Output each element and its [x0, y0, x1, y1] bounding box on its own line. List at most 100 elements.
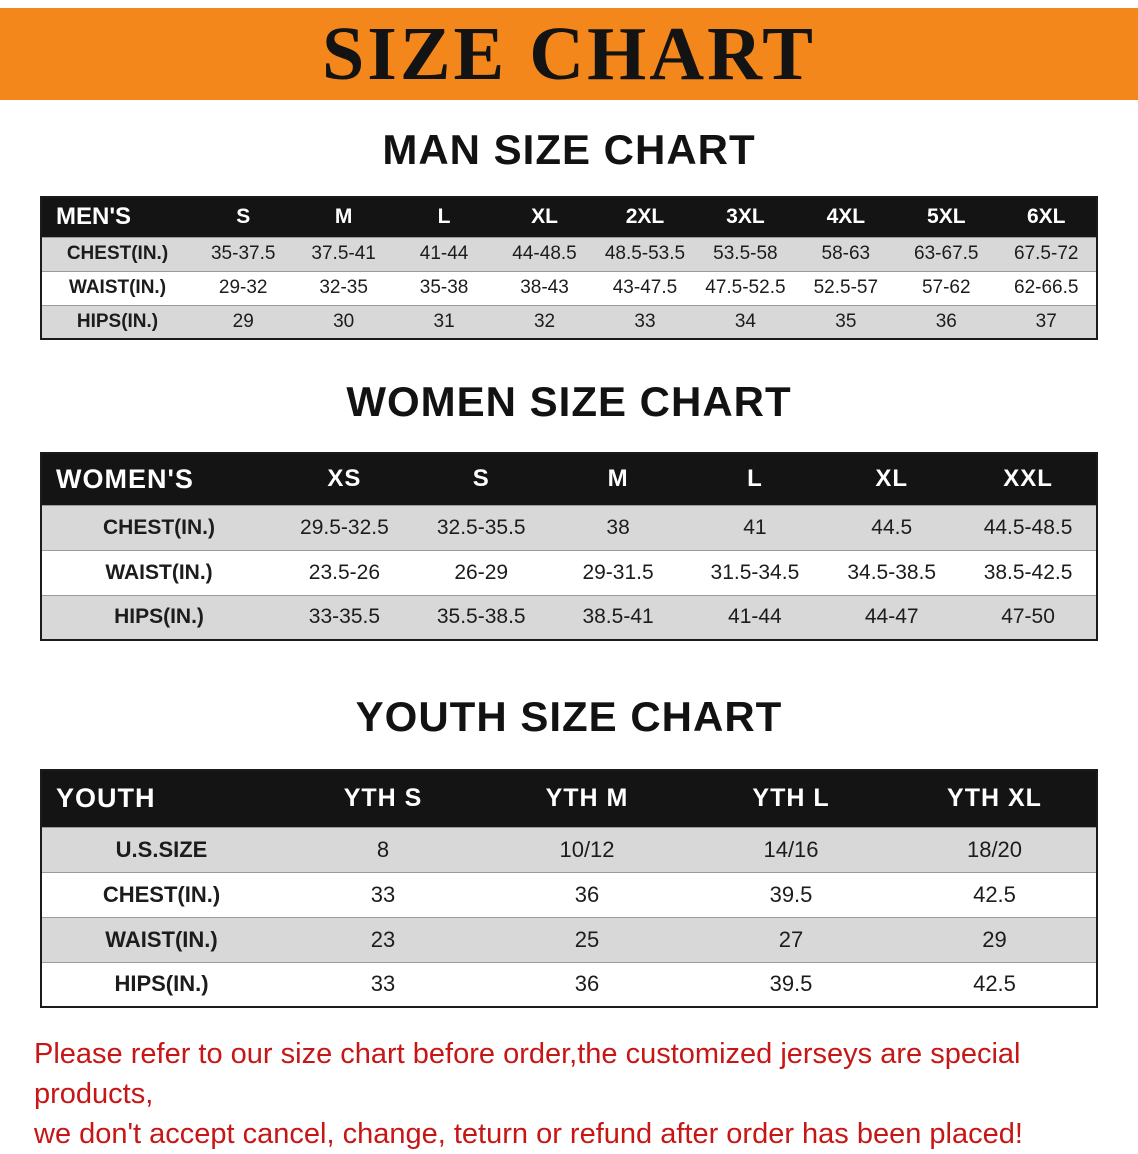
women-size-section: WOMEN SIZE CHART WOMEN'S XS S M L XL XXL CHEST(…	[0, 378, 1138, 641]
value-cell: 42.5	[973, 971, 1016, 997]
value-cell: 63-67.5	[914, 243, 979, 264]
size-header-cell: M	[549, 453, 687, 505]
value-cell: 48.5-53.5	[604, 243, 686, 264]
size-header-cell: 4XL	[795, 197, 897, 237]
size-header-cell: L	[686, 453, 824, 505]
footer-note: Please refer to our size chart before or…	[0, 1034, 1138, 1154]
size-header-cell: S	[193, 197, 294, 237]
value-cell: 33	[370, 881, 396, 907]
size-header-cell: XXL	[960, 453, 1097, 505]
value-cell: 38.5-41	[582, 605, 654, 629]
size-header-cell: XL	[823, 453, 961, 505]
value-cell: 43-47.5	[612, 277, 678, 298]
value-cell: 39.5	[769, 881, 813, 907]
table-row: CHEST(IN.) 29.5-32.5 32.5-35.5 38 41 44.5 44.5…	[41, 505, 1097, 550]
table-row: WAIST(IN.) 23.5-26 26-29 29-31.5 31.5-34.5 34…	[41, 550, 1097, 595]
row-label-cell: CHEST(IN.)	[103, 515, 215, 539]
value-cell: 14/16	[763, 836, 819, 862]
youth-size-section: YOUTH SIZE CHART YOUTH YTH S YTH M YTH L YTH…	[0, 693, 1138, 1008]
footer-line-2: we don't accept cancel, change, teturn o…	[34, 1118, 1023, 1150]
man-size-table: MEN'S S M L XL 2XL 3XL 4XL 5XL 6XL CHEST(IN.) 35-37…	[40, 196, 1098, 340]
value-cell: 33-35.5	[308, 605, 381, 629]
table-header-row: WOMEN'S XS S M L XL XXL	[41, 453, 1097, 505]
size-header-cell: M	[293, 197, 394, 237]
size-header-cell: 3XL	[695, 197, 796, 237]
table-title-cell: WOMEN'S	[41, 453, 276, 505]
value-cell: 36	[574, 971, 600, 997]
table-row: HIPS(IN.) 29 30 31 32 33 34 35 36 37	[41, 305, 1097, 339]
value-cell: 38	[606, 515, 630, 539]
man-section-heading: MAN SIZE CHART	[382, 126, 756, 173]
value-cell: 18/20	[966, 836, 1023, 862]
size-header-cell: S	[412, 453, 550, 505]
size-header-cell: 5XL	[896, 197, 997, 237]
value-cell: 32	[533, 310, 556, 332]
banner: SIZE CHART	[0, 8, 1138, 100]
value-cell: 10/12	[559, 836, 615, 862]
size-chart-page: SIZE CHART MAN SIZE CHART MEN'S S M L XL 2XL 3…	[0, 8, 1138, 1150]
value-cell: 32-35	[319, 277, 368, 298]
table-row: WAIST(IN.) 23 25 27 29	[41, 917, 1097, 962]
size-header-cell: YTH L	[689, 770, 893, 827]
value-cell: 37.5-41	[311, 243, 376, 264]
value-cell: 34	[734, 310, 756, 332]
value-cell: 62-66.5	[1014, 277, 1079, 298]
value-cell: 35	[835, 310, 857, 332]
value-cell: 47-50	[1001, 605, 1055, 629]
value-cell: 31.5-34.5	[710, 560, 800, 584]
value-cell: 52.5-57	[813, 277, 879, 298]
table-row: HIPS(IN.) 33-35.5 35.5-38.5 38.5-41 41-44 44-…	[41, 595, 1097, 640]
value-cell: 39.5	[769, 971, 813, 997]
row-label-cell: WAIST(IN.)	[68, 277, 167, 298]
row-label-cell: HIPS(IN.)	[76, 310, 159, 332]
value-cell: 32.5-35.5	[436, 515, 526, 539]
page-title: SIZE CHART	[321, 12, 816, 96]
size-header-cell: YTH M	[485, 770, 689, 827]
size-header-cell: L	[393, 197, 495, 237]
row-label-cell: U.S.SIZE	[115, 836, 208, 862]
table-title-cell: MEN'S	[41, 197, 193, 237]
women-size-table: WOMEN'S XS S M L XL XXL CHEST(IN.) 29.5-32.5 32.5…	[40, 452, 1098, 641]
value-cell: 33	[370, 971, 396, 997]
value-cell: 38.5-42.5	[983, 560, 1073, 584]
value-cell: 35.5-38.5	[436, 605, 526, 629]
size-header-cell: 6XL	[996, 197, 1097, 237]
row-label-cell: CHEST(IN.)	[66, 243, 169, 264]
value-cell: 29.5-32.5	[300, 515, 389, 539]
row-label-cell: WAIST(IN.)	[105, 926, 218, 952]
size-header-cell: XS	[276, 453, 413, 505]
value-cell: 44.5	[871, 515, 913, 539]
row-label-cell: HIPS(IN.)	[114, 605, 204, 629]
value-cell: 41-44	[419, 243, 469, 264]
size-header-cell: YTH XL	[893, 770, 1097, 827]
value-cell: 47.5-52.5	[705, 277, 786, 298]
value-cell: 58-63	[821, 243, 871, 264]
size-header-cell: YTH S	[281, 770, 485, 827]
value-cell: 29	[232, 310, 254, 332]
value-cell: 23	[370, 926, 396, 952]
value-cell: 44.5-48.5	[983, 515, 1073, 539]
row-label-cell: WAIST(IN.)	[105, 560, 213, 584]
value-cell: 41-44	[728, 605, 782, 629]
table-title-cell: YOUTH	[41, 770, 281, 827]
table-row: CHEST(IN.) 33 36 39.5 42.5	[41, 872, 1097, 917]
table-row: HIPS(IN.) 33 36 39.5 42.5	[41, 962, 1097, 1007]
size-header-cell: XL	[494, 197, 595, 237]
value-cell: 41	[743, 515, 767, 539]
value-cell: 31	[433, 310, 455, 332]
value-cell: 25	[574, 926, 600, 952]
row-label-cell: HIPS(IN.)	[114, 971, 209, 997]
value-cell: 57-62	[921, 277, 971, 298]
value-cell: 33	[634, 310, 656, 332]
value-cell: 36	[574, 881, 600, 907]
value-cell: 67.5-72	[1014, 243, 1079, 264]
man-size-section: MAN SIZE CHART MEN'S S M L XL 2XL 3XL 4XL 5XL 6XL…	[0, 126, 1138, 340]
table-header-row: MEN'S S M L XL 2XL 3XL 4XL 5XL 6XL	[41, 197, 1097, 237]
youth-size-table: YOUTH YTH S YTH M YTH L YTH XL U.S.SIZE 8 10/12…	[40, 769, 1098, 1008]
value-cell: 35-37.5	[210, 243, 276, 264]
value-cell: 35-38	[419, 277, 469, 298]
table-header-row: YOUTH YTH S YTH M YTH L YTH XL	[41, 770, 1097, 827]
table-row: CHEST(IN.) 35-37.5 37.5-41 41-44 44-48.5 48.5…	[41, 237, 1097, 271]
value-cell: 29-32	[218, 277, 268, 298]
youth-section-heading: YOUTH SIZE CHART	[355, 693, 783, 740]
